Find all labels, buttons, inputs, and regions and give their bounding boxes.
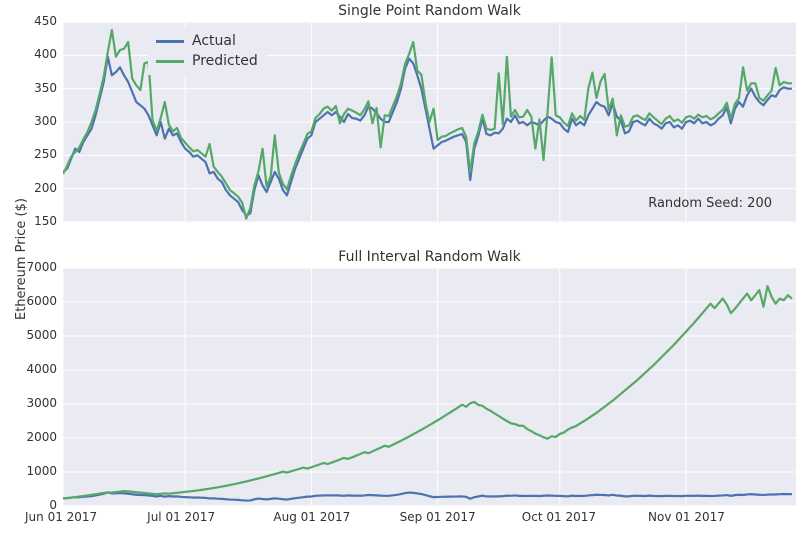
y-tick-label: 150: [34, 214, 57, 228]
y-tick-label: 7000: [26, 260, 57, 274]
x-tick-label: Jun 01 2017: [25, 510, 97, 524]
chart-title: Full Interval Random Walk: [63, 249, 796, 265]
y-tick-label: 300: [34, 114, 57, 128]
y-tick-label: 450: [34, 14, 57, 28]
y-tick-label: 250: [34, 147, 57, 161]
x-tick-label: Aug 01 2017: [273, 510, 350, 524]
x-tick-label: Sep 01 2017: [400, 510, 476, 524]
legend-line-icon: [156, 40, 184, 43]
legend-label: Predicted: [192, 53, 258, 69]
y-tick-label: 6000: [26, 294, 57, 308]
x-tick-label: Jul 01 2017: [147, 510, 215, 524]
y-tick-label: 4000: [26, 362, 57, 376]
y-tick-label: 1000: [26, 464, 57, 478]
x-tick-label: Oct 01 2017: [522, 510, 596, 524]
y-tick-label: 2000: [26, 430, 57, 444]
random-seed-annotation: Random Seed: 200: [648, 196, 772, 211]
y-tick-label: 200: [34, 181, 57, 195]
legend: Actual Predicted: [148, 27, 266, 75]
legend-line-icon: [156, 60, 184, 63]
legend-item: Predicted: [156, 51, 258, 71]
y-tick-label: 3000: [26, 396, 57, 410]
legend-label: Actual: [192, 33, 236, 49]
y-tick-label: 5000: [26, 328, 57, 342]
plot-area: [63, 268, 796, 506]
y-tick-label: 400: [34, 47, 57, 61]
x-tick-label: Nov 01 2017: [648, 510, 725, 524]
chart-title: Single Point Random Walk: [63, 3, 796, 19]
chart-container: Single Point Random Walk Full Interval Ra…: [0, 0, 802, 533]
y-tick-label: 350: [34, 81, 57, 95]
legend-item: Actual: [156, 31, 258, 51]
